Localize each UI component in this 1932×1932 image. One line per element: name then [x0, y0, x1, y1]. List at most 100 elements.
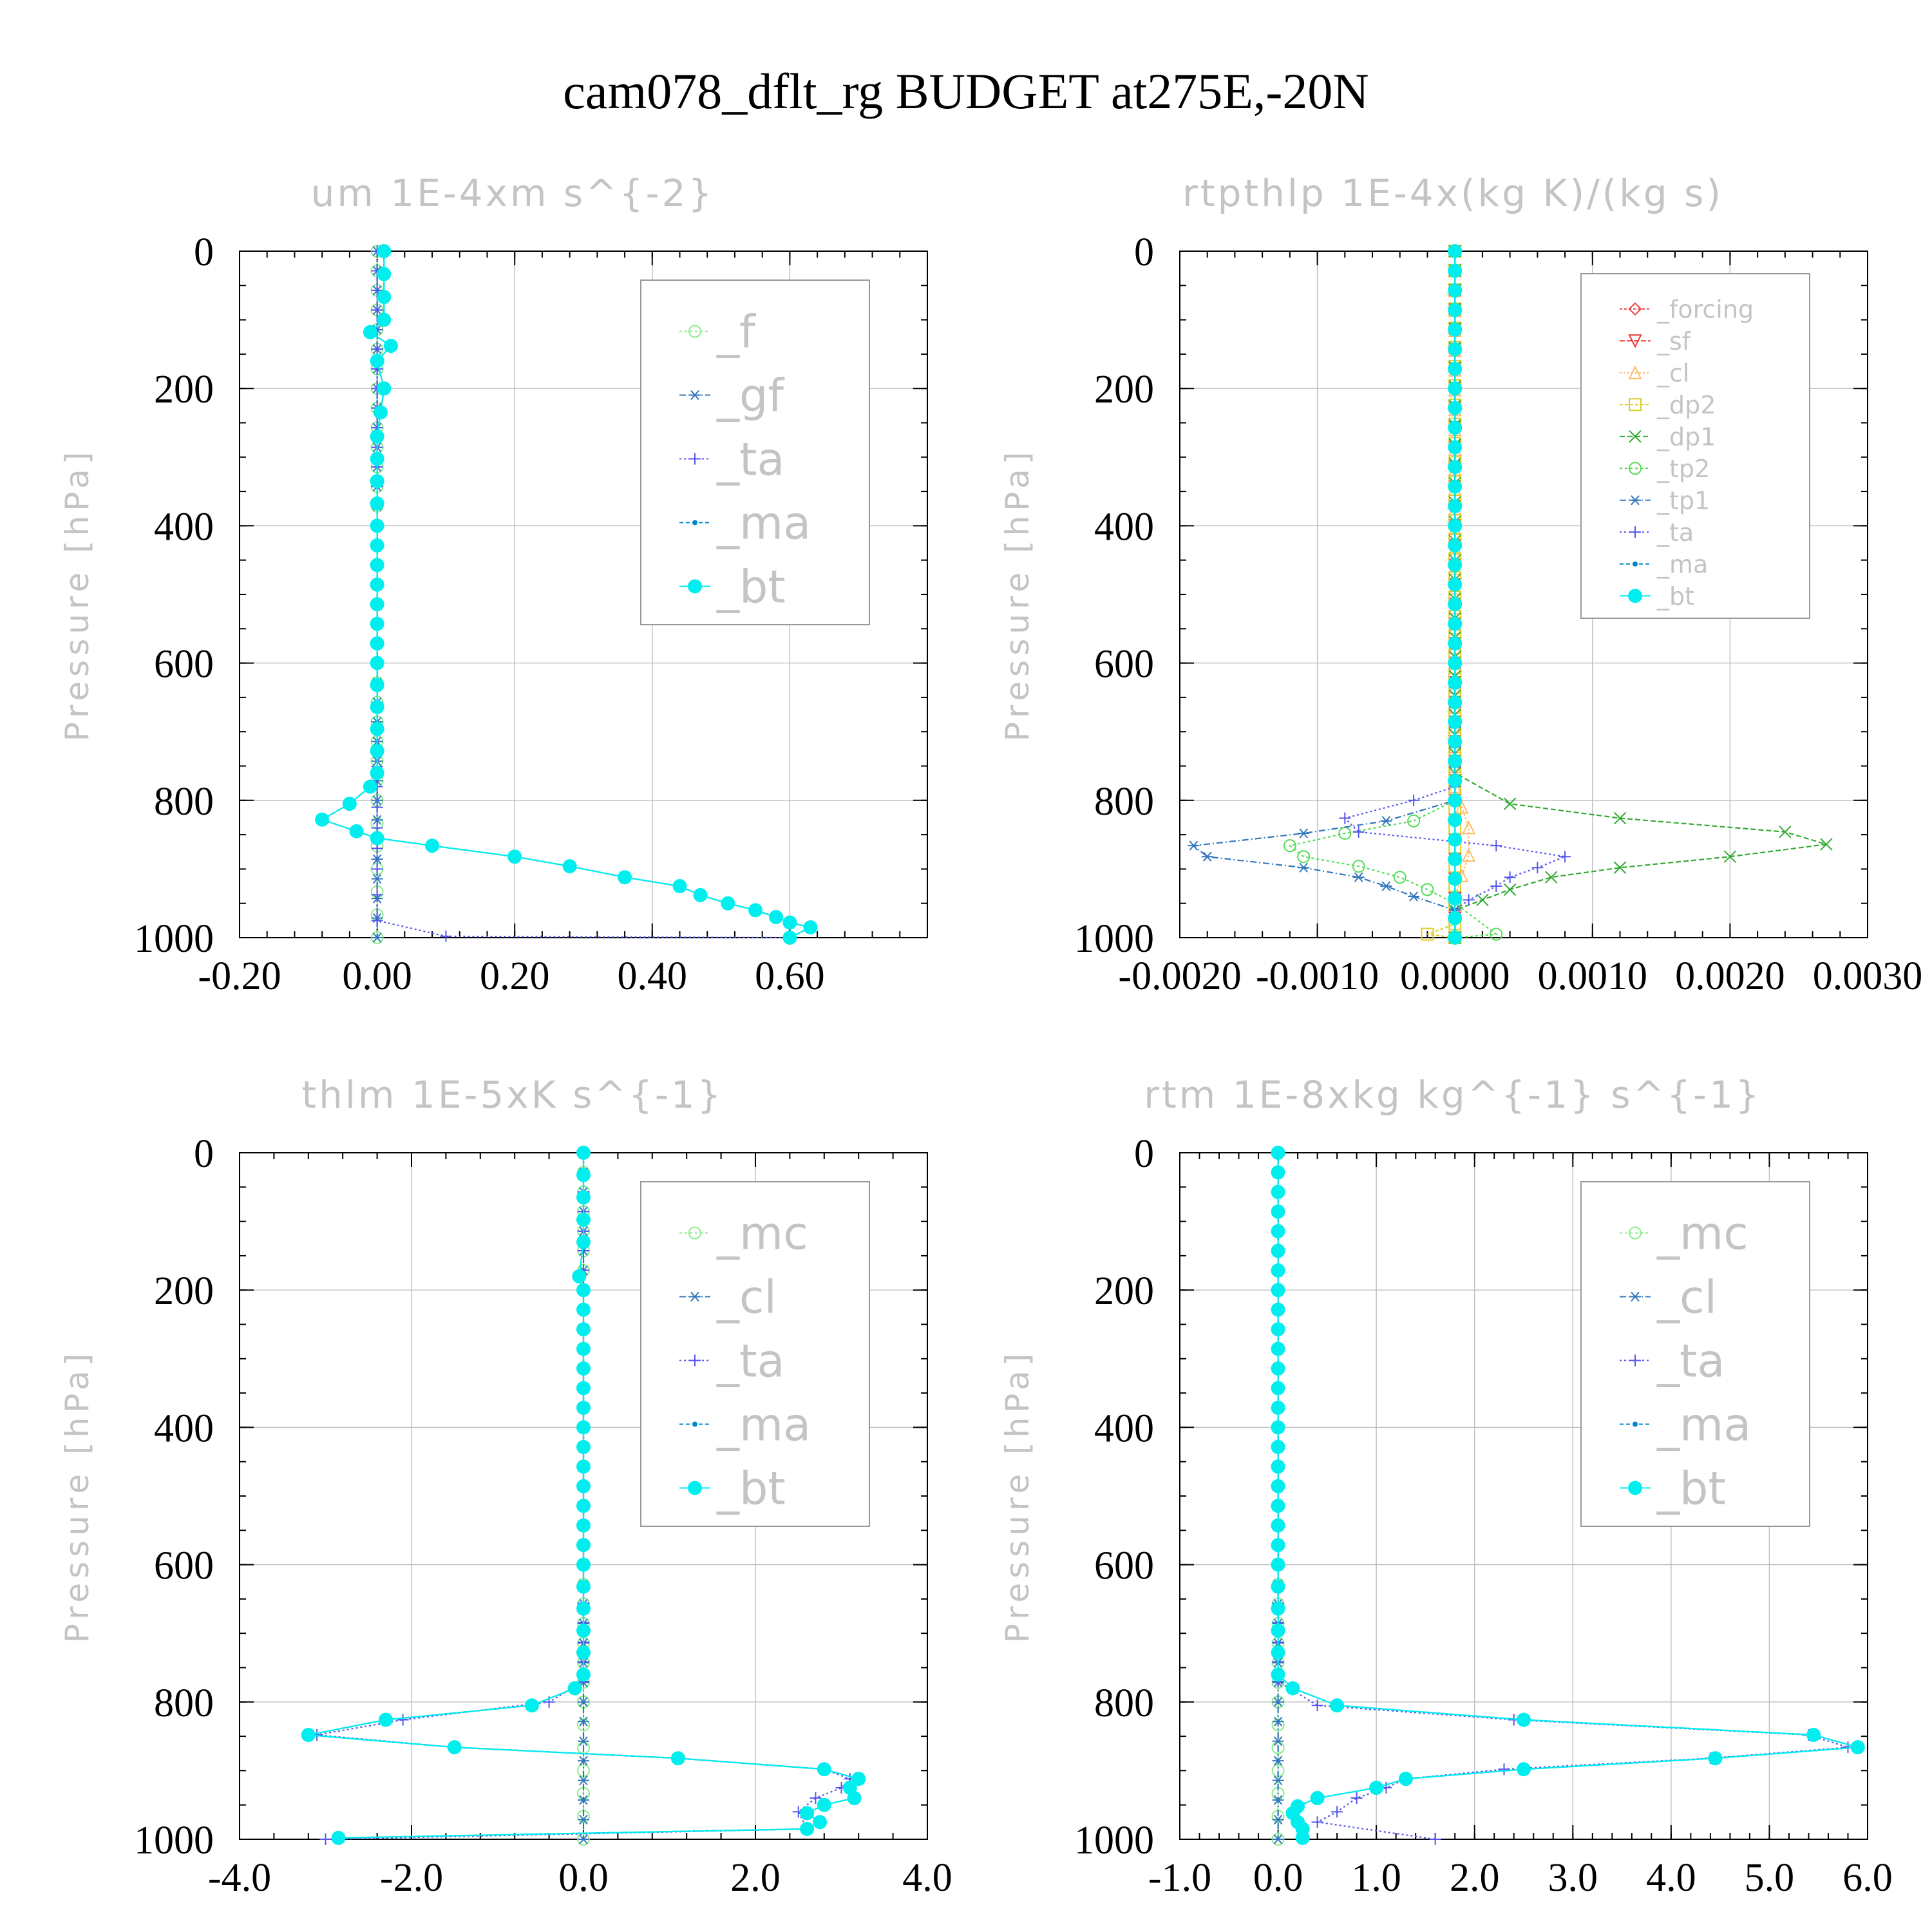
data-point: [371, 795, 383, 806]
data-point: [1545, 871, 1558, 884]
data-point: [371, 914, 383, 927]
data-point: [1271, 1341, 1285, 1356]
data-point: [1297, 850, 1311, 864]
legend-item: _tp1: [1620, 486, 1710, 515]
legend-label: _mc: [1656, 1208, 1748, 1260]
data-point: [578, 1736, 589, 1747]
data-point: [370, 766, 384, 781]
data-point: [1271, 1439, 1285, 1454]
series-markers-bt: [1448, 244, 1463, 945]
data-point: [1448, 303, 1463, 317]
data-point: [1448, 753, 1463, 768]
data-point: [562, 859, 577, 874]
legend-label: _ma: [1656, 550, 1708, 578]
data-point: [1330, 1698, 1345, 1713]
data-point: [371, 284, 383, 296]
y-axis-label: Pressure [hPa]: [59, 1349, 96, 1643]
data-point: [1421, 883, 1434, 896]
data-point: [1461, 820, 1476, 835]
data-point: [1311, 1816, 1323, 1828]
data-point: [370, 354, 384, 368]
data-point: [331, 1830, 346, 1845]
data-point: [576, 1439, 591, 1454]
data-point: [1271, 1224, 1285, 1238]
legend-label: _sf: [1656, 327, 1692, 355]
x-tick-label: -4.0: [208, 1856, 271, 1900]
legend-label: _tp2: [1656, 455, 1710, 483]
data-point: [1448, 381, 1463, 396]
data-point: [576, 1322, 591, 1337]
data-point: [1850, 1740, 1865, 1755]
data-point: [1463, 894, 1475, 906]
x-tick-label: -1.0: [1148, 1856, 1211, 1900]
legend-marker: [689, 390, 701, 401]
data-point: [1820, 838, 1833, 851]
data-point: [576, 1235, 591, 1249]
legend-marker: [1629, 398, 1642, 412]
data-point: [370, 496, 384, 511]
legend-marker: [1628, 334, 1642, 348]
data-point: [1429, 1833, 1441, 1845]
data-point: [1272, 1716, 1284, 1727]
data-point: [377, 244, 392, 258]
data-point: [377, 381, 392, 396]
legend-item: _ta: [1620, 518, 1694, 547]
data-point: [1504, 871, 1516, 884]
y-tick-label: 1000: [134, 917, 214, 961]
data-point: [800, 1806, 815, 1821]
legend-marker: [1629, 430, 1642, 443]
data-point: [370, 616, 384, 631]
data-point: [1448, 401, 1463, 415]
data-point: [576, 1499, 591, 1513]
y-tick-label: 1000: [134, 1819, 214, 1862]
legend-marker: [1629, 1354, 1641, 1367]
legend-label: _ma: [716, 497, 811, 550]
data-point: [1272, 1697, 1284, 1707]
legend-item: _bt: [679, 1463, 786, 1515]
data-point: [1271, 1557, 1285, 1572]
data-point: [1271, 1645, 1285, 1660]
data-point: [576, 1168, 591, 1182]
data-point: [1271, 1601, 1285, 1616]
data-point: [1448, 773, 1463, 788]
x-tick-label: 0.0020: [1675, 954, 1785, 998]
data-point: [371, 343, 383, 355]
legend-marker: [1628, 589, 1642, 603]
data-point: [371, 933, 383, 943]
x-tick-label: 1.0: [1351, 1856, 1401, 1900]
legend-marker: [1629, 1291, 1641, 1302]
data-point: [1806, 1727, 1821, 1742]
legend-label: _ma: [716, 1399, 811, 1452]
data-point: [370, 699, 384, 714]
legend-item: _ta: [679, 1335, 784, 1388]
y-tick-label: 600: [1094, 1544, 1154, 1588]
data-point: [1369, 1781, 1384, 1795]
data-point: [1311, 1700, 1323, 1712]
legend-item: _tp2: [1620, 455, 1710, 483]
data-point: [1490, 840, 1502, 852]
legend-item: _ma: [679, 497, 811, 550]
data-point: [1448, 440, 1463, 455]
data-point: [1271, 1165, 1285, 1180]
data-point: [1271, 1400, 1285, 1415]
data-point: [1448, 813, 1463, 828]
legend-label: _cl: [716, 1271, 777, 1324]
data-point: [1448, 577, 1463, 592]
data-point: [1352, 826, 1365, 838]
legend-box: [1580, 273, 1810, 619]
x-tick-label: 4.0: [1646, 1856, 1696, 1900]
data-point: [1531, 862, 1544, 874]
axis-ticks: [1179, 251, 1868, 938]
data-point: [1352, 860, 1365, 873]
data-point: [1271, 1623, 1285, 1638]
y-tick-label: 200: [1094, 368, 1154, 412]
data-point: [1559, 851, 1571, 863]
data-point: [1271, 1381, 1285, 1396]
series-group: [301, 1146, 866, 1846]
data-point: [1448, 793, 1463, 808]
data-point: [370, 538, 384, 553]
legend-item: _mc: [1620, 1208, 1748, 1260]
x-tick-label: 4.0: [902, 1856, 952, 1900]
x-tick-label: 2.0: [1450, 1856, 1500, 1900]
legend-item: _ma: [1620, 550, 1708, 578]
